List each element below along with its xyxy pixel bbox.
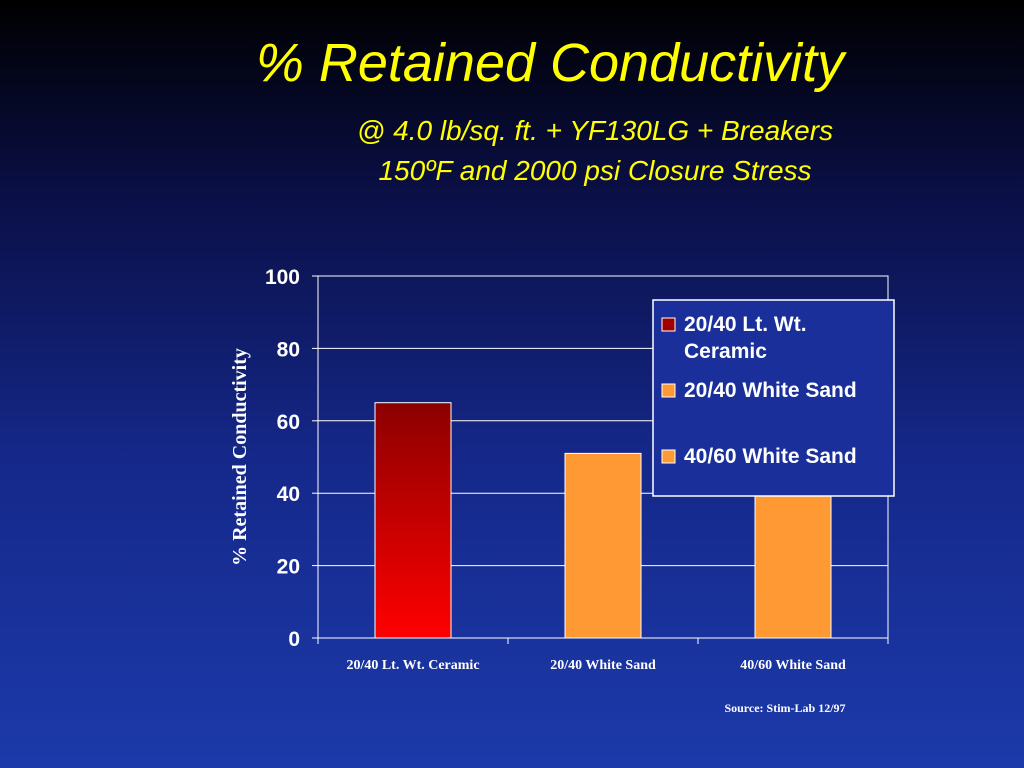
y-tick-label: 100 <box>265 266 300 289</box>
legend-swatch-2 <box>661 383 676 398</box>
bar-2 <box>564 452 642 639</box>
y-tick-label: 40 <box>277 483 300 506</box>
legend-label-3: 40/60 White Sand <box>684 445 857 468</box>
y-tick-label: 60 <box>277 411 300 434</box>
y-tick-label: 20 <box>277 556 300 579</box>
legend-swatch-1 <box>661 317 676 332</box>
chart-subtitle-line-2: 150ºF and 2000 psi Closure Stress <box>378 155 812 186</box>
x-tick-label: 20/40 Lt. Wt. Ceramic <box>346 658 479 673</box>
x-tick-label: 20/40 White Sand <box>550 658 656 673</box>
y-axis-label: % Retained Conductivity <box>229 348 251 566</box>
legend: 20/40 Lt. Wt. Ceramic 20/40 White Sand 40/6… <box>652 299 895 497</box>
chart-title: % Retained Conductivity <box>255 33 845 93</box>
y-tick-label: 80 <box>277 338 300 361</box>
x-tick-label: 40/60 White Sand <box>740 658 846 673</box>
legend-box <box>652 299 895 497</box>
y-tick-label: 0 <box>288 628 300 651</box>
bar-1 <box>374 402 452 639</box>
legend-swatch-3 <box>661 449 676 464</box>
chart-subtitle-line-1: @ 4.0 lb/sq. ft. + YF130LG + Breakers <box>356 115 834 146</box>
legend-label-2: 20/40 White Sand <box>684 379 857 402</box>
source-note: Source: Stim-Lab 12/97 <box>724 701 846 715</box>
legend-label-1: Ceramic <box>684 340 767 363</box>
legend-label-1: 20/40 Lt. Wt. <box>684 313 807 336</box>
plot-area: 0 20 40 60 80 100 20/40 Lt. Wt. Ceramic 20/40 W… <box>265 266 889 673</box>
